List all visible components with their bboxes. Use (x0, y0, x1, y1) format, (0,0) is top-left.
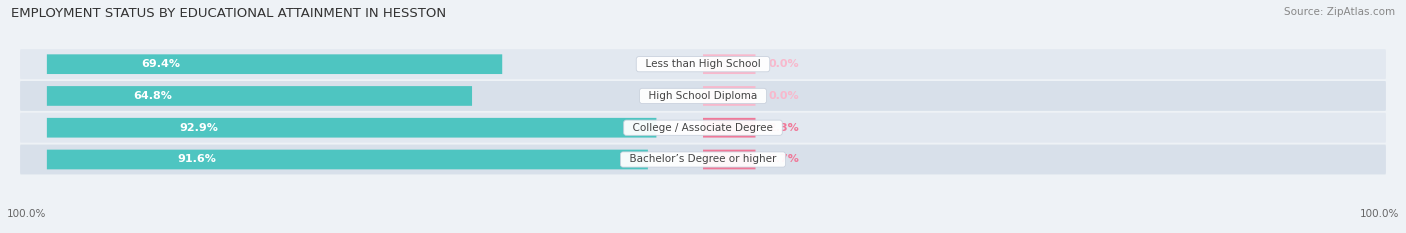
Text: 0.0%: 0.0% (769, 91, 799, 101)
FancyBboxPatch shape (20, 81, 1386, 111)
Text: 2.3%: 2.3% (769, 123, 800, 133)
FancyBboxPatch shape (20, 49, 1386, 79)
FancyBboxPatch shape (20, 144, 1386, 175)
Text: 0.0%: 0.0% (769, 59, 799, 69)
FancyBboxPatch shape (703, 118, 755, 137)
FancyBboxPatch shape (20, 113, 1386, 143)
FancyBboxPatch shape (46, 150, 648, 169)
Text: 2.7%: 2.7% (769, 154, 800, 164)
Text: High School Diploma: High School Diploma (643, 91, 763, 101)
Text: Less than High School: Less than High School (638, 59, 768, 69)
Text: Source: ZipAtlas.com: Source: ZipAtlas.com (1284, 7, 1395, 17)
Text: 91.6%: 91.6% (177, 154, 217, 164)
FancyBboxPatch shape (46, 118, 657, 137)
FancyBboxPatch shape (46, 54, 502, 74)
Text: EMPLOYMENT STATUS BY EDUCATIONAL ATTAINMENT IN HESSTON: EMPLOYMENT STATUS BY EDUCATIONAL ATTAINM… (11, 7, 446, 20)
Text: 100.0%: 100.0% (7, 209, 46, 219)
FancyBboxPatch shape (703, 54, 755, 74)
FancyBboxPatch shape (703, 150, 755, 169)
Text: College / Associate Degree: College / Associate Degree (626, 123, 780, 133)
Text: Bachelor’s Degree or higher: Bachelor’s Degree or higher (623, 154, 783, 164)
Text: 92.9%: 92.9% (180, 123, 219, 133)
FancyBboxPatch shape (703, 86, 755, 106)
Text: 100.0%: 100.0% (1360, 209, 1399, 219)
FancyBboxPatch shape (46, 86, 472, 106)
Text: 64.8%: 64.8% (134, 91, 173, 101)
Text: 69.4%: 69.4% (141, 59, 180, 69)
